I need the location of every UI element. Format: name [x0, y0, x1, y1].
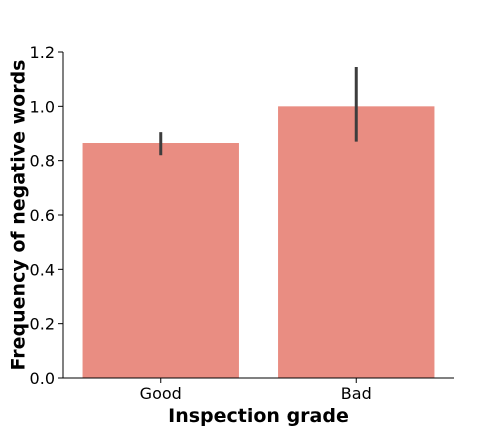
x-tick-label: Good [140, 384, 182, 403]
y-tick-label: 1.2 [30, 43, 55, 62]
x-ticks-group: Good Bad [140, 378, 372, 403]
x-tick-label: Bad [341, 384, 372, 403]
y-tick-label: 0.2 [30, 315, 55, 334]
bars-group [82, 106, 435, 378]
y-tick-label: 0.6 [30, 206, 55, 225]
y-tick-label: 1.0 [30, 97, 55, 116]
y-tick-label: 0.8 [30, 152, 55, 171]
error-bars-group [159, 66, 358, 156]
x-axis-label: Inspection grade [168, 405, 349, 427]
bar-bad [278, 106, 435, 378]
y-ticks-group: 0.0 0.2 0.4 0.6 0.8 1.0 1.2 [30, 43, 63, 388]
y-axis-label: Frequency of negative words [8, 60, 30, 371]
y-tick-label: 0.0 [30, 369, 55, 388]
y-tick-label: 0.4 [30, 260, 55, 279]
bar-good [82, 143, 239, 378]
